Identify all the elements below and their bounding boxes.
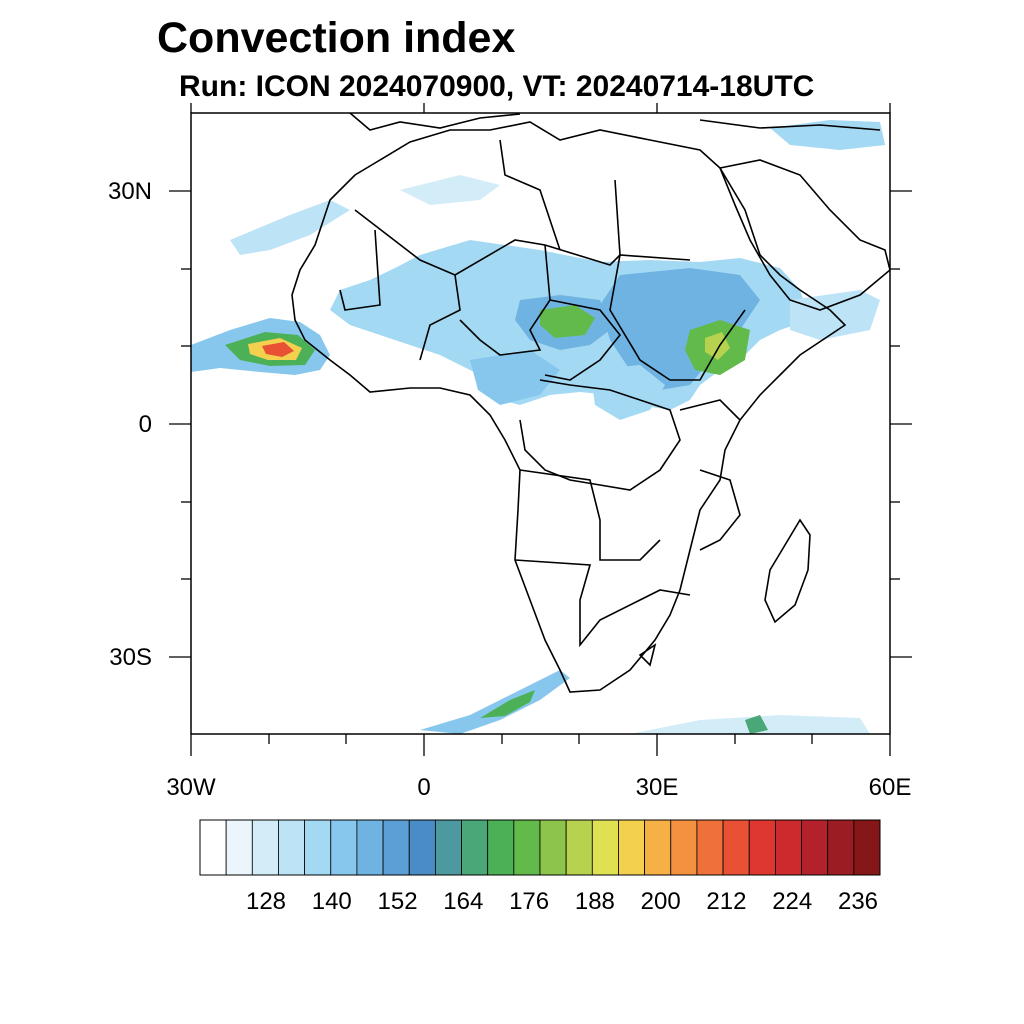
colorbar-label: 212 — [706, 888, 747, 915]
colorbar-box — [827, 819, 855, 876]
colorbar-box — [434, 819, 462, 876]
chart-subtitle: Run: ICON 2024070900, VT: 20240714-18UTC — [179, 70, 815, 103]
shade-south-ocean — [420, 670, 570, 734]
colorbar-label: 236 — [837, 888, 879, 915]
colorbar-box — [225, 819, 253, 876]
colorbar-label: 140 — [311, 888, 352, 915]
colorbar-border — [199, 819, 881, 876]
border-1 — [339, 229, 381, 311]
y-tick-label-30n: 30N — [107, 178, 152, 205]
chart-title: Convection index — [157, 14, 516, 62]
colorbar-box — [382, 819, 410, 876]
shade-southeast-core — [745, 715, 768, 734]
colorbar-box — [748, 819, 776, 876]
convection-shading — [191, 120, 885, 734]
border-13 — [699, 469, 741, 551]
colorbar-box — [408, 819, 436, 876]
colorbar-box — [356, 819, 384, 876]
x-tick-label-30w: 30W — [166, 774, 216, 801]
arabia-coast — [718, 159, 890, 311]
colorbar-label: 200 — [640, 888, 681, 915]
colorbar-label: 176 — [509, 888, 550, 915]
colorbar-box — [591, 819, 619, 876]
colorbar-box — [801, 819, 829, 876]
shade-south-ocean-core — [480, 690, 535, 718]
border-5 — [419, 274, 461, 361]
shade-nigeria — [470, 350, 560, 405]
colorbar-box — [644, 819, 672, 876]
colorbar-label: 128 — [245, 888, 287, 915]
shade-nw — [230, 200, 350, 255]
shade-congo — [590, 365, 665, 420]
colorbar-box — [487, 819, 515, 876]
y-tick-label-30s: 30S — [109, 644, 152, 671]
colorbar-box — [278, 819, 306, 876]
colorbar-box — [251, 819, 279, 876]
border-12 — [679, 399, 741, 421]
colorbar-box — [670, 819, 698, 876]
shade-westafrica-max — [262, 342, 294, 357]
x-tick-label-30e: 30E — [635, 774, 679, 801]
colorbar-label: 188 — [574, 888, 615, 915]
colorbar-box — [461, 819, 489, 876]
europe-coast — [349, 113, 521, 131]
madagascar — [764, 518, 811, 624]
border-14 — [638, 643, 657, 667]
colorbar-box — [722, 819, 750, 876]
colorbar-box — [304, 819, 332, 876]
border-7 — [544, 299, 622, 381]
x-tick-label-0: 0 — [417, 774, 431, 801]
border-8 — [609, 254, 746, 381]
colorbar-box — [696, 819, 724, 876]
y-tick-label-0: 0 — [138, 411, 152, 438]
border-10 — [519, 469, 661, 561]
colorbar-box — [618, 819, 646, 876]
x-tick-label-60e: 60E — [868, 774, 912, 801]
colorbar-box — [539, 819, 567, 876]
colorbar-box — [513, 819, 541, 876]
colorbar-box — [853, 819, 881, 876]
turkey-coast — [699, 119, 881, 131]
border-3 — [499, 139, 561, 251]
africa-coastline — [291, 121, 847, 693]
border-11 — [514, 559, 691, 648]
colorbar-label: 164 — [443, 888, 484, 915]
colorbar-box — [774, 819, 802, 876]
shade-central-core — [540, 305, 595, 338]
coastline-and-borders — [291, 113, 890, 693]
shade-sahara — [400, 175, 500, 205]
colorbar-label: 152 — [377, 888, 418, 915]
colorbar-box — [565, 819, 593, 876]
colorbar-box — [330, 819, 358, 876]
border-2 — [354, 209, 691, 276]
border-9 — [519, 379, 681, 491]
colorbar-label: 224 — [772, 888, 813, 915]
border-4 — [614, 179, 621, 256]
colorbar-box — [199, 819, 227, 876]
axis-ticks — [169, 103, 912, 756]
